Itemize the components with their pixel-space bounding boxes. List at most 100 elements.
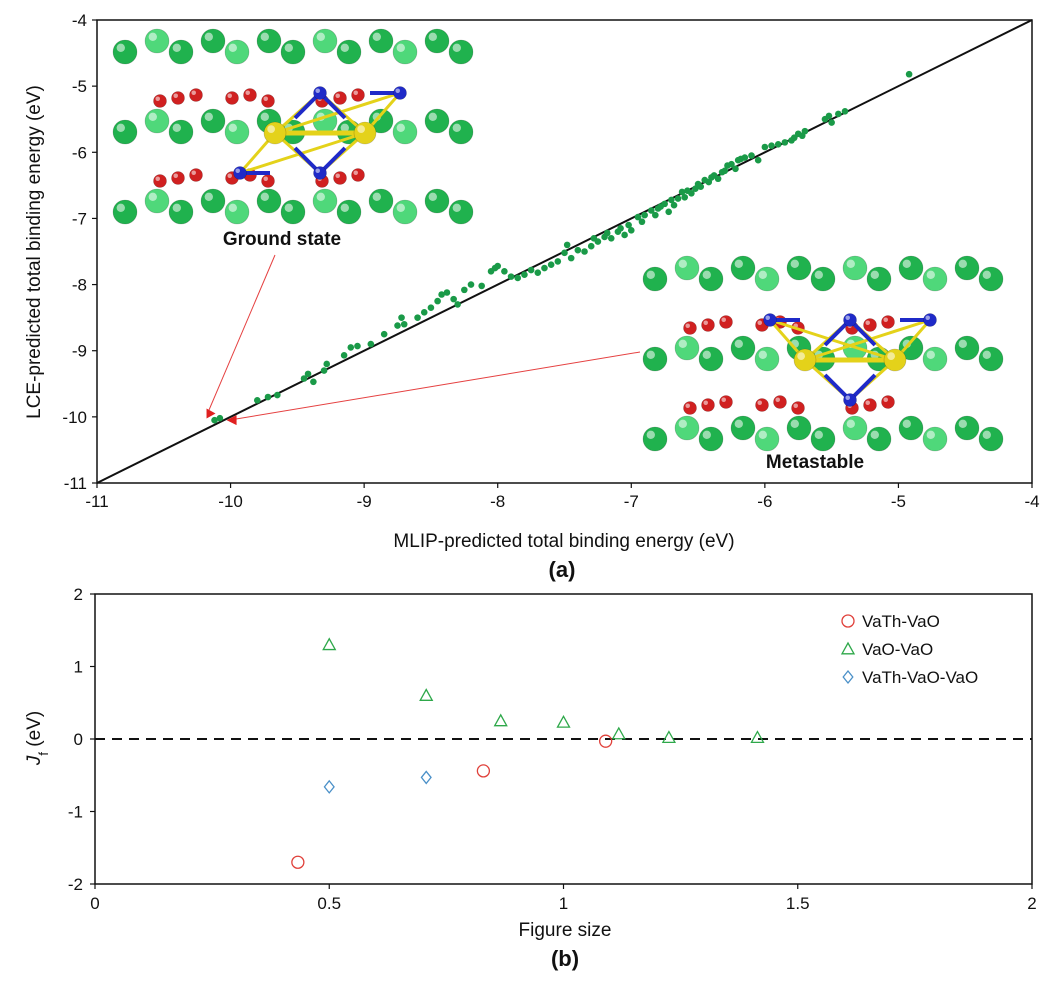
defect-atom-highlight [267, 125, 275, 133]
data-point [732, 165, 739, 173]
data-point [741, 154, 749, 161]
thorium-atom [224, 119, 250, 145]
data-point [905, 70, 913, 78]
data-point [754, 156, 762, 164]
metastable-label: Metastable [766, 452, 864, 473]
vacancy-site-atom-highlight [395, 88, 400, 93]
oxygen-atom-highlight [227, 93, 233, 98]
y-tick-label: 1 [74, 658, 83, 677]
thorium-atom [754, 266, 780, 292]
thorium-atom [786, 415, 812, 441]
vacancy-site-atom [233, 166, 247, 180]
thorium-atom [922, 426, 948, 452]
oxygen-atom-highlight [865, 320, 870, 325]
data-point [728, 160, 735, 168]
data-point [521, 271, 528, 278]
thorium-atom-highlight [982, 430, 991, 439]
oxygen-atom-highlight [703, 400, 708, 405]
data-point [322, 637, 337, 651]
y-tick-label: -9 [72, 342, 87, 361]
oxygen-atom [863, 398, 877, 412]
oxygen-atom [719, 395, 733, 409]
thorium-atom [698, 346, 724, 372]
thorium-atom-highlight [790, 259, 799, 268]
oxygen-atom [881, 315, 895, 329]
thorium-atom-highlight [316, 32, 325, 41]
defect-atom [793, 348, 817, 372]
data-point [554, 258, 562, 265]
data-point [607, 234, 615, 242]
thorium-atom [112, 199, 138, 225]
panel-b-caption: (b) [551, 946, 579, 971]
oxygen-atom [701, 318, 715, 332]
panel-b-ticks: 0 0.5 1 1.5 2 -2 -1 0 1 2 [68, 585, 1037, 913]
panel-a-x-axis-label: MLIP-predicted total binding energy (eV) [393, 531, 734, 552]
data-point [825, 112, 833, 120]
x-tick-label: 0 [90, 894, 99, 913]
oxygen-atom [261, 174, 275, 188]
oxygen-atom [683, 401, 697, 415]
oxygen-atom [351, 168, 365, 182]
oxygen-atom [171, 91, 185, 105]
data-point [721, 167, 729, 175]
thorium-atom-highlight [340, 203, 349, 212]
data-point [216, 414, 224, 422]
oxygen-atom-highlight [883, 317, 888, 322]
thorium-atom-highlight [396, 203, 405, 212]
thorium-atom [698, 266, 724, 292]
data-point [420, 309, 428, 316]
panel-b-y-axis-label: Jf (eV) [24, 711, 51, 766]
data-point [665, 208, 672, 216]
legend-label: VaTh-VaO [862, 612, 940, 631]
thorium-atom [392, 119, 418, 145]
thorium-atom-highlight [260, 32, 269, 41]
data-point [611, 726, 626, 740]
data-point [617, 225, 624, 232]
thorium-atom-highlight [646, 430, 655, 439]
thorium-atom-highlight [340, 123, 349, 132]
panel-b-x-axis-label: Figure size [519, 920, 612, 941]
data-point [781, 139, 789, 146]
data-point [420, 770, 432, 785]
x-tick-label: -10 [218, 492, 243, 511]
data-point [648, 207, 655, 214]
thorium-atom [448, 199, 474, 225]
thorium-atom [424, 28, 450, 54]
thorium-atom-highlight [116, 43, 126, 52]
ground-state-arrow [208, 254, 276, 411]
thorium-atom [898, 415, 924, 441]
thorium-atom [754, 426, 780, 452]
thorium-atom [168, 199, 194, 225]
panel-a-caption: (a) [549, 557, 576, 582]
data-point [790, 134, 798, 142]
thorium-atom [224, 39, 250, 65]
data-point [768, 142, 775, 149]
data-point [828, 119, 835, 126]
thorium-atom-highlight [958, 419, 967, 428]
oxygen-atom [189, 168, 203, 182]
panel-b-y-label-unit: (eV) [24, 711, 45, 752]
ground-state-label: Ground state [223, 229, 341, 250]
thorium-atom [144, 28, 170, 54]
legend-marker [841, 614, 855, 628]
data-point [534, 269, 542, 276]
thorium-atom-highlight [228, 203, 237, 212]
thorium-atom-highlight [148, 112, 157, 122]
thorium-atom [922, 346, 948, 372]
thorium-atom-highlight [372, 32, 381, 41]
data-point [461, 286, 468, 294]
thorium-atom [642, 346, 668, 372]
thorium-atom-highlight [958, 259, 967, 268]
thorium-atom [978, 346, 1004, 372]
thorium-atom-highlight [260, 112, 269, 122]
thorium-atom-highlight [758, 430, 767, 439]
thorium-atom [112, 119, 138, 145]
panel-b-y-label-subscript: f [36, 752, 51, 756]
data-point [427, 304, 435, 312]
oxygen-atom-highlight [757, 400, 762, 405]
metastable-structure-inset [642, 255, 1004, 452]
thorium-atom [168, 39, 194, 65]
thorium-atom [200, 108, 226, 134]
thorium-atom-highlight [204, 32, 213, 41]
